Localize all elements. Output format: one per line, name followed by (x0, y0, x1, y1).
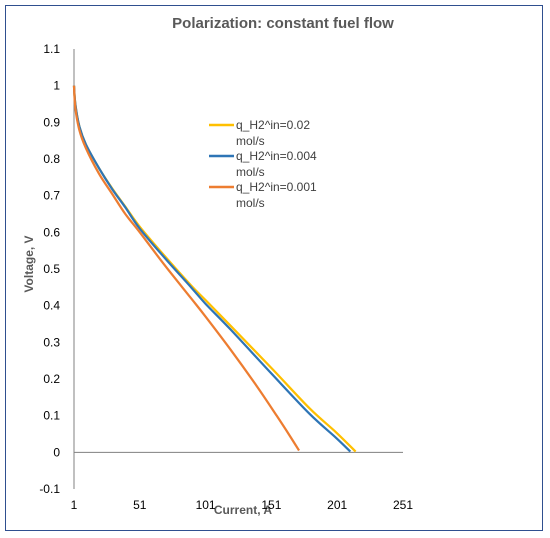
y-tick-label: 0.3 (43, 335, 60, 349)
y-tick-label: 0.4 (43, 299, 60, 313)
y-tick-label: 0.9 (43, 115, 60, 129)
series-line-3 (72, 85, 300, 452)
y-tick-label: 1 (53, 79, 60, 93)
x-tick-label: 201 (327, 498, 347, 512)
legend-label-1: q_H2^in=0.02 mol/s (236, 118, 310, 148)
legend-label-3: q_H2^in=0.001 mol/s (236, 180, 317, 210)
chart-frame: Polarization: constant fuel flow Voltage… (5, 5, 543, 531)
series-line-2 (72, 85, 352, 453)
x-tick-label: 51 (133, 498, 147, 512)
x-tick-label: 151 (261, 498, 281, 512)
y-tick-label: 0.2 (43, 372, 60, 386)
x-tick-label: 251 (393, 498, 413, 512)
series-layer (72, 85, 357, 453)
x-axis-title: Current, A (214, 503, 273, 517)
y-tick-label: 0 (53, 445, 60, 459)
y-tick-label: -0.1 (39, 482, 60, 496)
chart-title: Polarization: constant fuel flow (172, 15, 394, 32)
y-tick-label: 0.8 (43, 152, 60, 166)
y-tick-label: 0.5 (43, 262, 60, 276)
series-line-1 (72, 85, 357, 453)
y-tick-label: 0.6 (43, 225, 60, 239)
legend-label-2: q_H2^in=0.004 mol/s (236, 149, 317, 179)
x-tick-label: 1 (71, 498, 78, 512)
y-axis-title: Voltage, V (22, 235, 36, 292)
y-tick-label: 1.1 (43, 42, 60, 56)
x-tick-label: 101 (196, 498, 216, 512)
y-tick-label: 0.7 (43, 189, 60, 203)
y-tick-label: 0.1 (43, 409, 60, 423)
legend: q_H2^in=0.02 mol/sq_H2^in=0.004 mol/sq_H2^… (209, 118, 317, 210)
axes: -0.100.10.20.30.40.50.60.70.80.911.11 51 1… (39, 42, 413, 512)
polarization-chart: Polarization: constant fuel flow Voltage… (22, 15, 413, 517)
